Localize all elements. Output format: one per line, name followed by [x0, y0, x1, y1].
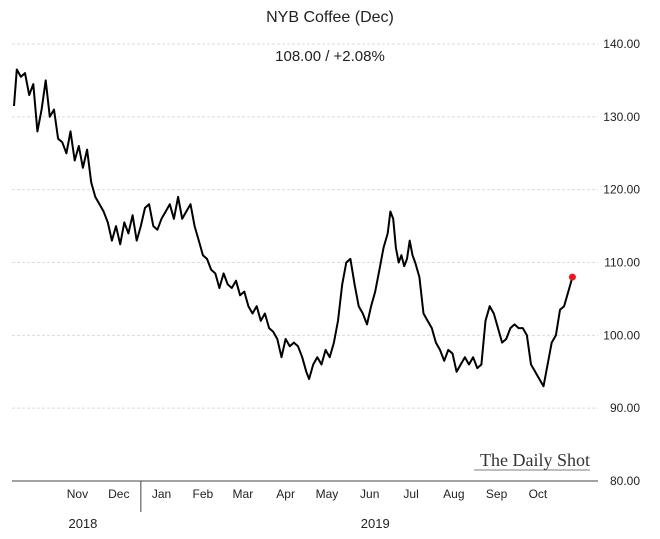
- y-tick-label: 80.00: [610, 474, 640, 488]
- x-tick-label: Jun: [360, 487, 379, 501]
- x-tick-label: Dec: [108, 487, 129, 501]
- x-tick-label: Jan: [152, 487, 171, 501]
- last-value-marker: [568, 273, 576, 281]
- chart-subtitle: 108.00 / +2.08%: [275, 48, 385, 65]
- x-axis: Nov Dec Jan Feb Mar Apr May Jun Jul Aug Sep Oct 2018…: [67, 481, 548, 531]
- year-label: 2019: [361, 516, 390, 531]
- x-tick-label: Nov: [67, 487, 88, 501]
- gridlines: [12, 43, 598, 409]
- x-tick-label: Mar: [233, 487, 254, 501]
- watermark-logo: The Daily Shot: [480, 450, 590, 470]
- y-tick-label: 110.00: [604, 256, 640, 270]
- x-tick-label: Apr: [276, 487, 295, 501]
- x-tick-label: Aug: [443, 487, 464, 501]
- year-label: 2018: [68, 516, 97, 531]
- x-tick-label: Sep: [486, 487, 508, 501]
- y-tick-label: 140.00: [603, 37, 640, 51]
- y-axis: 140.00 130.00 120.00 110.00 100.00 90.00 80.00: [603, 37, 640, 488]
- y-tick-label: 100.00: [603, 328, 640, 342]
- chart-title: NYB Coffee (Dec): [266, 9, 394, 26]
- series-line: [13, 68, 574, 388]
- y-tick-label: 90.00: [610, 401, 640, 415]
- x-tick-label: May: [316, 487, 339, 501]
- y-tick-label: 130.00: [603, 110, 640, 124]
- x-tick-label: Feb: [193, 487, 214, 501]
- x-tick-label: Jul: [403, 487, 418, 501]
- x-tick-label: Oct: [529, 487, 548, 501]
- y-tick-label: 120.00: [603, 183, 640, 197]
